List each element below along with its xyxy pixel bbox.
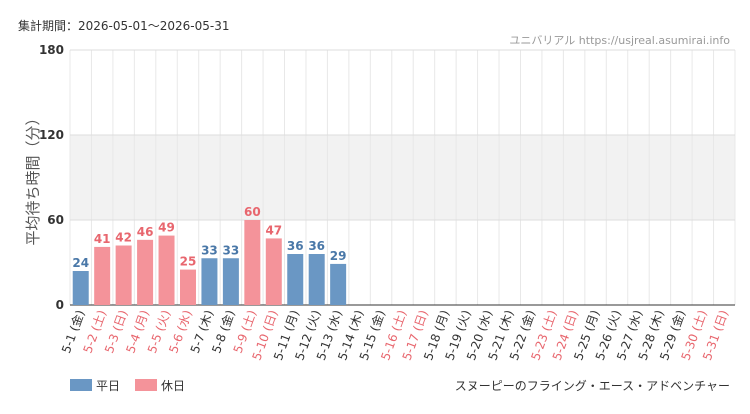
- data-label: 25: [180, 255, 197, 269]
- y-tick-label: 180: [39, 43, 64, 57]
- y-tick-label: 120: [39, 128, 64, 142]
- legend-label: 休日: [161, 379, 185, 393]
- legend-label: 平日: [96, 379, 120, 393]
- data-label: 36: [287, 239, 304, 253]
- data-label: 24: [72, 256, 89, 270]
- data-label: 42: [115, 231, 132, 245]
- bar: [308, 254, 325, 305]
- data-label: 36: [308, 239, 325, 253]
- data-label: 60: [244, 205, 261, 219]
- bar: [201, 258, 218, 305]
- y-tick-label: 0: [56, 298, 64, 312]
- data-label: 33: [223, 243, 240, 257]
- data-label: 46: [137, 225, 154, 239]
- period: 集計期間：2026-05-01～2026-05-31: [18, 18, 229, 33]
- bar: [137, 239, 154, 305]
- legend-swatch: [70, 379, 92, 391]
- data-label: 41: [94, 232, 111, 246]
- bar: [72, 271, 89, 305]
- bar: [179, 269, 196, 305]
- legend-swatch: [135, 379, 157, 391]
- bar: [287, 254, 304, 305]
- shaded-band: [70, 135, 735, 220]
- bar: [115, 245, 132, 305]
- bar: [94, 246, 111, 305]
- bar: [265, 238, 282, 305]
- data-label: 29: [330, 249, 347, 263]
- data-label: 47: [265, 223, 282, 237]
- bar: [244, 220, 261, 305]
- data-label: 49: [158, 221, 175, 235]
- footer: スヌーピーのフライング・エース・アドベンチャー: [455, 379, 730, 393]
- bar: [222, 258, 239, 305]
- bar: [330, 263, 347, 305]
- source: ユニバリアル https://usjreal.asumirai.info: [509, 34, 730, 47]
- y-axis-label: 平均待ち時間（分）: [24, 110, 42, 245]
- bar: [158, 235, 175, 305]
- data-label: 33: [201, 243, 218, 257]
- y-tick-label: 60: [47, 213, 64, 227]
